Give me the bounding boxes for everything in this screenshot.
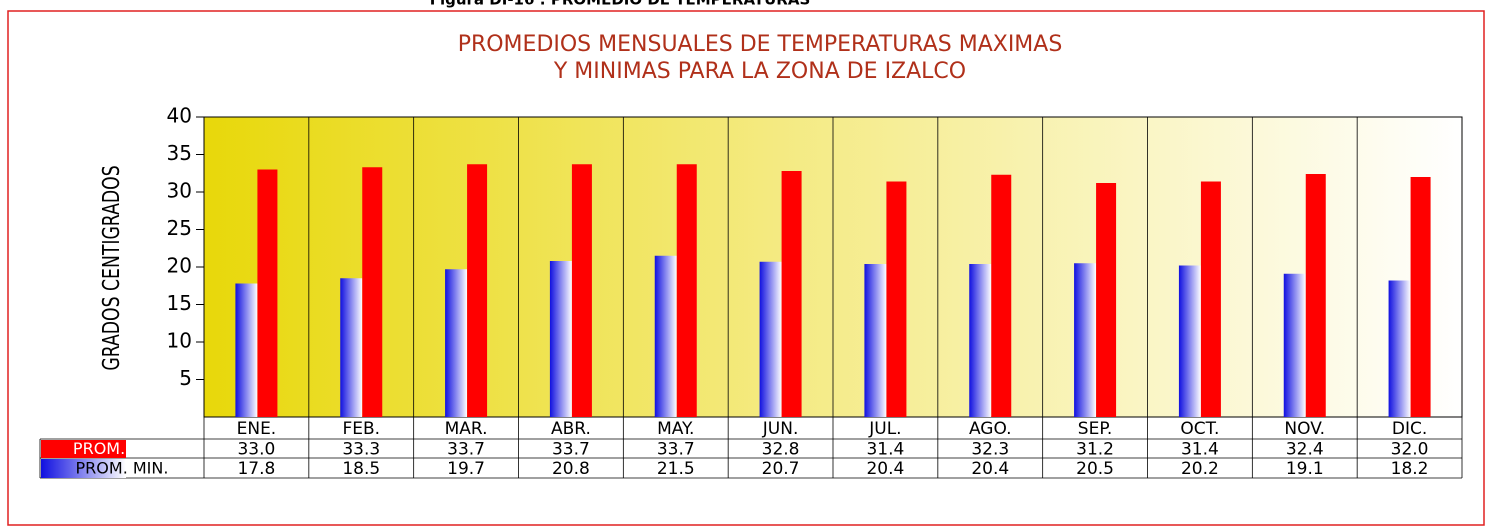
bar [781, 171, 802, 417]
table-value: 32.4 [1286, 440, 1324, 460]
bar [1178, 265, 1201, 417]
y-tick-label: 40 [167, 104, 192, 128]
table-value: 17.8 [237, 459, 275, 479]
x-tick-label: NOV. [1284, 419, 1325, 439]
table-value: 20.4 [971, 459, 1009, 479]
table-value: 31.4 [866, 440, 904, 460]
y-tick-label: 30 [167, 179, 192, 203]
table-value: 32.3 [971, 440, 1009, 460]
y-tick-label: 15 [167, 291, 192, 315]
x-tick-label: SEP. [1078, 419, 1113, 439]
bar [969, 264, 992, 417]
bar [1096, 183, 1117, 417]
table-value: 19.1 [1286, 459, 1324, 479]
bar [340, 278, 363, 417]
y-axis-label: GRADOS CENTIGRADOS [97, 165, 124, 370]
table-value: 33.7 [552, 440, 590, 460]
y-tick-label: 5 [179, 366, 192, 390]
bar [1074, 263, 1097, 417]
y-tick-label: 25 [167, 216, 192, 240]
x-tick-label: OCT. [1180, 419, 1219, 439]
x-tick-label: AGO. [969, 419, 1012, 439]
x-tick-label: ENE. [237, 419, 277, 439]
table-value: 20.5 [1076, 459, 1114, 479]
x-tick-label: ABR. [551, 419, 591, 439]
legend-swatch [41, 459, 126, 478]
x-tick-label: DIC. [1392, 419, 1427, 439]
table-value: 19.7 [447, 459, 485, 479]
bar [864, 264, 887, 417]
chart-title: PROMEDIOS MENSUALES DE TEMPERATURAS MAXI… [458, 32, 1063, 57]
bar [571, 164, 592, 417]
table-value: 33.7 [657, 440, 695, 460]
bar [1200, 181, 1221, 417]
bar [886, 181, 907, 417]
table-value: 33.0 [237, 440, 275, 460]
y-tick-label: 10 [167, 329, 192, 353]
table-value: 31.4 [1181, 440, 1219, 460]
x-tick-label: MAR. [445, 419, 488, 439]
table-value: 18.5 [342, 459, 380, 479]
y-tick-label: 35 [167, 141, 192, 165]
table-value: 32.8 [762, 440, 800, 460]
frame [7, 10, 1485, 526]
chart-title: Y MINIMAS PARA LA ZONA DE IZALCO [553, 59, 966, 84]
table-value: 21.5 [657, 459, 695, 479]
bar [676, 164, 697, 417]
x-tick-label: JUN. [762, 419, 799, 439]
legend-label: PROM. MIN. [76, 459, 169, 478]
bar [445, 269, 468, 417]
bar [1410, 177, 1431, 417]
bar [1388, 280, 1411, 417]
bar [257, 169, 278, 417]
x-tick-label: JUL. [868, 419, 901, 439]
bar [467, 164, 488, 417]
table-value: 33.7 [447, 440, 485, 460]
table-value: 33.3 [342, 440, 380, 460]
bar [1305, 174, 1326, 417]
legend-label: PROM. MAX. [73, 439, 171, 458]
table-value: 20.2 [1181, 459, 1219, 479]
bar [759, 261, 782, 417]
table-value: 20.8 [552, 459, 590, 479]
y-tick-label: 20 [167, 254, 192, 278]
table-value: 31.2 [1076, 440, 1114, 460]
table-value: 20.4 [866, 459, 904, 479]
bar [362, 167, 383, 417]
table-value: 32.0 [1391, 440, 1429, 460]
x-tick-label: FEB. [342, 419, 380, 439]
legend-swatch [41, 440, 126, 458]
bar [654, 255, 677, 417]
caption: Figura DI-16 : PROMEDIO DE TEMPERATURAS [430, 0, 811, 9]
x-tick-label: MAY. [657, 419, 694, 439]
bar [549, 261, 572, 417]
bar [1283, 273, 1306, 417]
table-value: 20.7 [762, 459, 800, 479]
bar [991, 174, 1012, 417]
bar [235, 283, 258, 417]
table-value: 18.2 [1391, 459, 1429, 479]
